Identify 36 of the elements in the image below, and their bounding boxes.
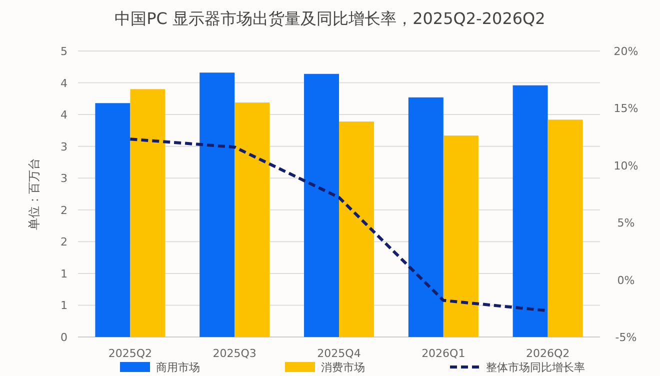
y-tick-label: 0	[60, 331, 68, 344]
x-tick-label: 2025Q3	[212, 347, 256, 360]
chart-title: 中国PC 显示器市场出货量及同比增长率，2025Q2-2026Q2	[114, 9, 546, 28]
x-tick-label: 2026Q1	[422, 347, 466, 360]
legend-label: 整体市场同比增长率	[486, 361, 585, 374]
legend-label: 商用市场	[156, 361, 200, 374]
bar	[512, 85, 548, 337]
y-tick-label: 5	[60, 45, 68, 58]
bar	[408, 97, 444, 337]
y2-tick-label: 20%	[614, 45, 638, 58]
x-tick-label: 2025Q4	[317, 347, 361, 360]
bar	[548, 120, 583, 337]
y-tick-label: 2	[60, 204, 68, 217]
bar	[95, 103, 130, 337]
x-tick-label: 2025Q2	[108, 347, 152, 360]
x-tick-label: 2026Q2	[526, 347, 570, 360]
bar	[200, 72, 235, 337]
y-tick-label: 1	[60, 299, 68, 312]
y-axis-title: 单位：百万台	[27, 158, 41, 230]
y-tick-label: 3	[60, 140, 68, 154]
bar	[234, 102, 270, 337]
bar	[443, 136, 478, 337]
y2-tick-label: -5%	[615, 331, 637, 344]
bar	[339, 122, 374, 337]
bar	[130, 89, 166, 337]
y-tick-label: 1	[60, 267, 68, 280]
y2-tick-label: 5%	[617, 216, 635, 230]
y2-tick-label: 15%	[614, 102, 638, 116]
y2-tick-label: 10%	[614, 159, 638, 172]
bar	[304, 74, 339, 337]
y-tick-label: 3	[60, 172, 68, 186]
y-tick-label: 4	[60, 108, 68, 122]
y-tick-label: 4	[60, 76, 68, 90]
y2-tick-label: 0%	[617, 274, 635, 287]
y-tick-label: 2	[60, 236, 68, 249]
legend-label: 消费市场	[321, 361, 365, 374]
